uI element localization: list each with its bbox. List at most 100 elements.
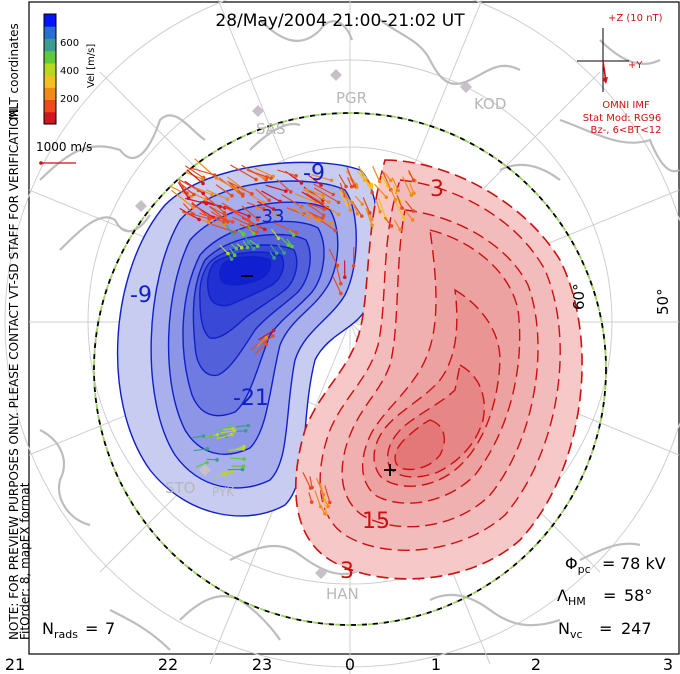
vector-origin bbox=[377, 179, 382, 184]
vector-scale: 1000 m/s bbox=[36, 140, 92, 165]
vector-origin bbox=[368, 211, 372, 215]
vector-origin bbox=[321, 213, 326, 218]
vector-origin bbox=[241, 232, 246, 237]
lat-label-50: 50° bbox=[654, 288, 672, 315]
velocity-vector bbox=[190, 167, 215, 176]
plot-frame bbox=[28, 1, 680, 655]
vector-origin bbox=[345, 203, 349, 207]
vector-origin bbox=[323, 511, 327, 516]
vector-origin bbox=[294, 174, 298, 178]
velocity-vector bbox=[171, 189, 194, 208]
station-marker-sas bbox=[252, 105, 264, 117]
vector-origin bbox=[400, 206, 404, 210]
contour-label-neg-3: -9 bbox=[130, 283, 152, 308]
velocity-vector bbox=[202, 193, 225, 214]
vector-origin bbox=[263, 227, 267, 232]
velocity-vector bbox=[375, 200, 381, 212]
vector-origin bbox=[322, 207, 326, 211]
vector-origin bbox=[369, 182, 374, 187]
vector-origin bbox=[210, 192, 214, 197]
vector-origin bbox=[228, 424, 232, 429]
vector-origin bbox=[215, 433, 220, 437]
vector-origin bbox=[286, 243, 291, 247]
colorbar-band bbox=[44, 50, 56, 64]
station-marker-sto bbox=[199, 464, 211, 476]
vector-origin bbox=[230, 470, 234, 474]
velocity-vector bbox=[181, 183, 195, 195]
svg-text:=: = bbox=[602, 554, 615, 573]
vector-origin bbox=[318, 504, 323, 509]
vector-origin bbox=[338, 281, 343, 286]
contour-label-neg-2: -33 bbox=[255, 206, 284, 227]
vector-origin bbox=[239, 245, 244, 250]
vector-origin bbox=[412, 191, 416, 196]
vector-origin bbox=[339, 291, 343, 296]
velocity-vector bbox=[178, 180, 188, 194]
vector-origin bbox=[330, 221, 334, 225]
velocity-vector bbox=[241, 205, 259, 220]
vector-origin bbox=[222, 223, 227, 227]
mlt-axis: 21 22 23 0 1 2 3 bbox=[5, 655, 673, 674]
velocity-vector bbox=[254, 167, 274, 177]
velocity-vector bbox=[303, 188, 329, 203]
vector-origin bbox=[246, 240, 251, 244]
colorbar-label: Vel [m/s] bbox=[86, 44, 97, 88]
vector-origin bbox=[369, 185, 374, 190]
velocity-vector bbox=[209, 205, 226, 216]
velocity-vector bbox=[185, 165, 204, 179]
radar-stations bbox=[135, 69, 472, 579]
station-label-han: HAN bbox=[326, 585, 359, 603]
velocity-vector bbox=[308, 174, 322, 186]
vector-origin bbox=[378, 209, 382, 214]
vector-origin bbox=[271, 328, 276, 333]
velocity-vector bbox=[336, 266, 342, 284]
velocity-vector bbox=[313, 183, 334, 196]
velocity-vector bbox=[338, 174, 347, 187]
vector-origin bbox=[294, 230, 299, 235]
velocity-vector bbox=[294, 193, 316, 203]
mlt-label-22: 22 bbox=[158, 655, 178, 674]
station-labels: PGR KOD SAS STO PYK HAN bbox=[165, 89, 506, 603]
colorbar-band bbox=[44, 75, 56, 88]
velocity-vector bbox=[243, 218, 260, 228]
vector-origin bbox=[262, 176, 266, 180]
velocity-vector bbox=[216, 433, 232, 440]
contour-label-neg-4: -21 bbox=[233, 386, 269, 411]
vector-origin bbox=[389, 224, 394, 228]
vector-origin bbox=[223, 472, 228, 477]
phi-pc-stat: Φpc = 78 kV bbox=[565, 554, 666, 576]
vector-origin bbox=[352, 184, 357, 188]
vector-origin bbox=[331, 192, 336, 197]
station-label-sto: STO bbox=[165, 479, 196, 497]
velocity-vector bbox=[225, 224, 234, 235]
vector-origin bbox=[201, 434, 206, 438]
velocity-vector bbox=[206, 189, 228, 200]
vector-origin bbox=[251, 231, 256, 236]
contour-labels: -9 -33 -9 -21 3 15 3 bbox=[130, 161, 444, 584]
vector-origin bbox=[321, 193, 326, 198]
vector-origin bbox=[257, 225, 261, 229]
station-label-sas: SAS bbox=[256, 120, 286, 138]
vector-origin bbox=[250, 191, 254, 196]
vector-origin bbox=[243, 429, 248, 433]
n-vc-value: 247 bbox=[621, 619, 652, 638]
vector-origin bbox=[384, 195, 389, 200]
velocity-vector bbox=[312, 213, 336, 232]
velocity-vector bbox=[386, 180, 397, 201]
vector-origin bbox=[247, 223, 252, 227]
velocity-vector bbox=[270, 228, 280, 239]
svg-text:ΛHM: ΛHM bbox=[557, 586, 586, 608]
positive-potential-cell bbox=[294, 159, 583, 580]
velocity-colorbar: 600 400 200 Vel [m/s] bbox=[43, 13, 97, 125]
vector-origin bbox=[230, 220, 235, 224]
station-marker-gbr bbox=[135, 200, 147, 212]
velocity-vector bbox=[405, 200, 414, 212]
vector-origin bbox=[396, 188, 401, 193]
velocity-vector bbox=[351, 200, 358, 214]
vector-origin bbox=[326, 504, 330, 509]
vector-origin bbox=[254, 177, 258, 182]
vector-origin bbox=[201, 181, 205, 186]
vector-origin bbox=[247, 214, 251, 218]
station-label-pgr: PGR bbox=[336, 89, 367, 107]
preview-note: NOTE: FOR PREVIEW PURPOSES ONLY. PLEASE … bbox=[7, 104, 21, 640]
